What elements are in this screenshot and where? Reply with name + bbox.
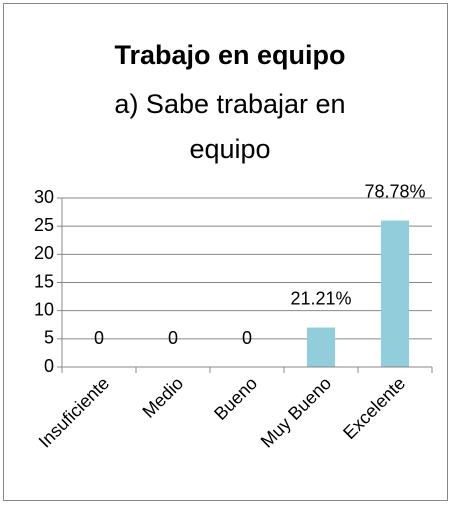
data-label: 78.78%	[364, 181, 425, 201]
data-label: 0	[94, 328, 104, 348]
chart-subtitle: a) Sabe trabajar en equipo	[114, 89, 346, 164]
x-tick-label: Bueno	[210, 373, 261, 424]
x-tick-label: Medio	[138, 373, 187, 422]
chart-title: Trabajo en equipo	[114, 40, 346, 70]
y-tick-label: 30	[34, 187, 54, 207]
bar	[306, 327, 336, 367]
y-tick-label: 10	[34, 299, 54, 319]
x-tick-label: Excelente	[339, 373, 409, 443]
data-label: 0	[168, 328, 178, 348]
x-tick-label: Muy Bueno	[257, 373, 336, 452]
y-tick-label: 25	[34, 215, 54, 235]
x-tick-label: Insuficiente	[35, 373, 114, 452]
y-tick-label: 15	[34, 271, 54, 291]
y-tick-label: 20	[34, 243, 54, 263]
y-tick-label: 5	[44, 328, 54, 348]
data-label: 21.21%	[290, 288, 351, 308]
y-tick-label: 0	[44, 356, 54, 376]
data-label: 0	[242, 328, 252, 348]
frame	[3, 3, 448, 501]
bar	[380, 220, 410, 367]
